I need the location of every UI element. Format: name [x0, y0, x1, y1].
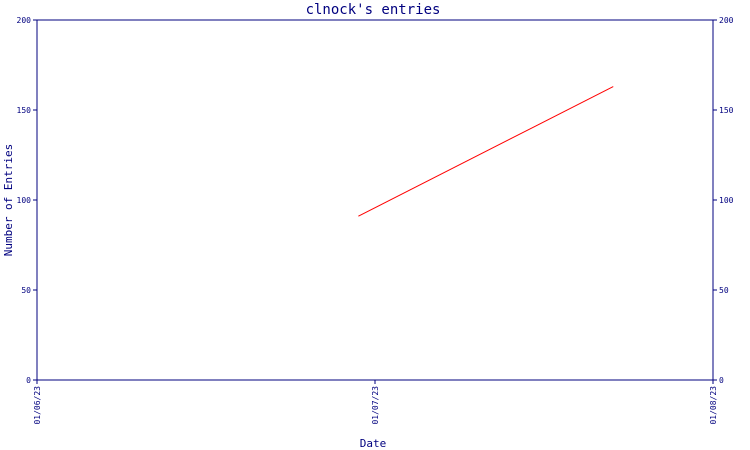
y-tick-label-right: 100: [719, 196, 734, 205]
y-axis-right: 0 50 100 150 200: [713, 16, 734, 385]
y-tick-label-left: 150: [17, 106, 32, 115]
y-tick-label-right: 0: [719, 376, 724, 385]
chart-title: clnock's entries: [306, 2, 441, 18]
series-line: [358, 86, 614, 217]
y-tick-label-right: 200: [719, 16, 734, 25]
y-tick-label-right: 150: [719, 106, 734, 115]
y-tick-label-right: 50: [719, 286, 729, 295]
y-tick-label-left: 100: [17, 196, 32, 205]
y-tick-label-left: 0: [26, 376, 31, 385]
x-axis: 01/06/23 01/07/23 01/08/23: [33, 380, 718, 425]
y-tick-label-left: 200: [17, 16, 32, 25]
y-tick-label-left: 50: [21, 286, 31, 295]
y-axis-left: 0 50 100 150 200: [17, 16, 37, 385]
x-tick-label: 01/08/23: [709, 386, 718, 425]
series-group: [358, 86, 614, 217]
x-tick-label: 01/07/23: [371, 386, 380, 425]
x-tick-label: 01/06/23: [33, 386, 42, 425]
y-axis-label: Number of Entries: [2, 144, 15, 257]
plot-frame: [36, 19, 714, 381]
x-axis-label: Date: [360, 437, 387, 450]
